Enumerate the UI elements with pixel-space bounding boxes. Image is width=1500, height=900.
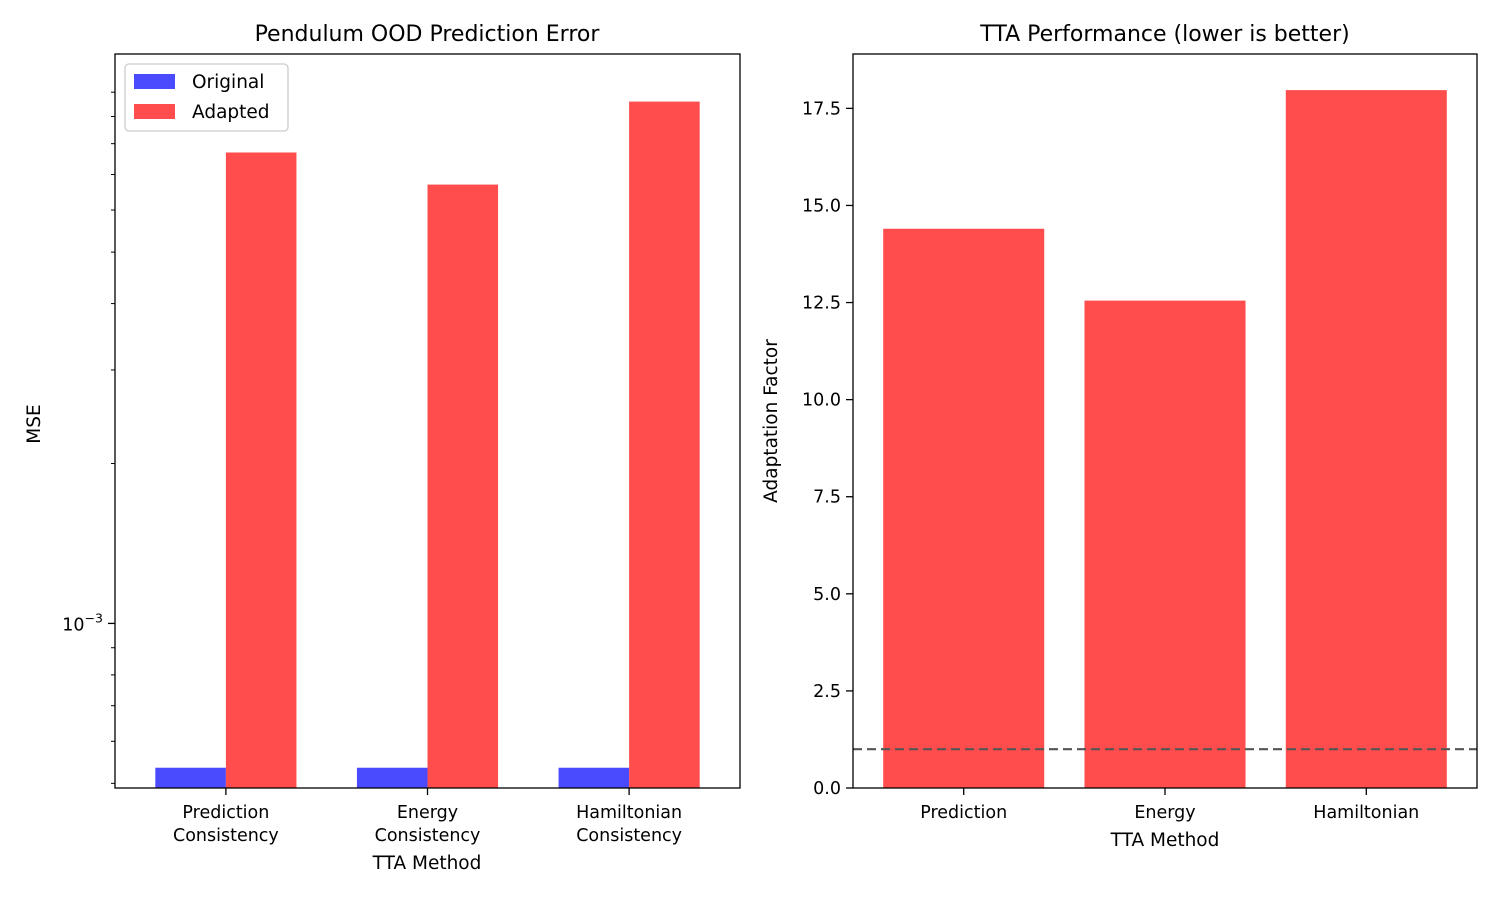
right-y-axis-label: Adaptation Factor	[761, 339, 782, 503]
left-chart: Pendulum OOD Prediction Error MSE TTA Me…	[24, 22, 741, 874]
bar-original-0	[155, 767, 226, 788]
legend-swatch-adapted	[134, 104, 175, 119]
right-plot-frame	[852, 53, 1478, 789]
right-y-tick-label: 10.0	[802, 391, 841, 411]
left-x-axis-label: TTA Method	[372, 853, 482, 874]
legend-label-adapted: Adapted	[192, 102, 270, 123]
bar-prediction	[883, 228, 1045, 788]
right-x-tick-label: Hamiltonian	[1313, 803, 1419, 823]
left-x-tick-label: Energy	[397, 803, 458, 823]
right-chart-title: TTA Performance (lower is better)	[979, 22, 1349, 47]
left-x-tick-label: Prediction	[182, 803, 269, 823]
bar-hamiltonian	[1285, 90, 1447, 789]
bar-adapted-0	[225, 152, 297, 789]
legend-swatch-original	[134, 74, 175, 89]
bar-adapted-1	[427, 184, 499, 788]
left-y-tick-label: 10−3	[62, 610, 103, 635]
legend-label-original: Original	[192, 72, 264, 93]
left-bars	[155, 101, 700, 789]
bar-adapted-2	[629, 101, 700, 789]
right-y-tick-label: 5.0	[813, 585, 841, 605]
left-x-tick-label: Consistency	[576, 826, 682, 846]
bar-original-2	[558, 767, 630, 788]
right-x-tick-label: Energy	[1134, 803, 1195, 823]
left-x-tick-label: Hamiltonian	[576, 803, 682, 823]
left-plot-frame	[114, 53, 741, 789]
left-x-tick-label: Consistency	[173, 826, 279, 846]
left-chart-title: Pendulum OOD Prediction Error	[255, 22, 601, 47]
right-chart: TTA Performance (lower is better) Adapta…	[761, 22, 1478, 851]
right-y-tick-label: 17.5	[802, 99, 841, 119]
right-x-axis-label: TTA Method	[1110, 830, 1220, 851]
right-bars	[883, 90, 1447, 789]
right-y-tick-label: 0.0	[813, 779, 841, 799]
right-y-tick-label: 15.0	[802, 196, 841, 216]
left-legend: Original Adapted	[124, 63, 289, 132]
left-x-tick-label: Consistency	[375, 826, 481, 846]
left-y-ticks: 10−3	[62, 91, 115, 784]
bar-energy	[1084, 300, 1246, 788]
left-y-axis-label: MSE	[24, 404, 45, 443]
right-y-tick-label: 12.5	[802, 294, 841, 314]
right-y-ticks: 0.0 2.5 5.0 7.5 10.0 12.5 15.0 17.5	[802, 99, 853, 799]
bar-original-1	[356, 767, 428, 788]
right-y-tick-label: 2.5	[813, 682, 841, 702]
right-x-ticks: Prediction Energy Hamiltonian	[920, 788, 1419, 823]
right-y-tick-label: 7.5	[813, 488, 841, 508]
left-x-ticks: Prediction Consistency Energy Consistency Ha…	[173, 788, 682, 846]
right-x-tick-label: Prediction	[920, 803, 1007, 823]
